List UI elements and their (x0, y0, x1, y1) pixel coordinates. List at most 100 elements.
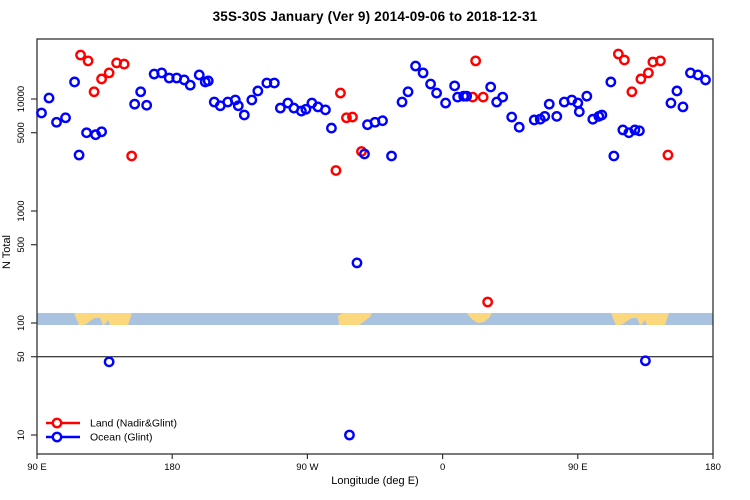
data-point-ocean (51, 116, 62, 128)
data-point-ocean (677, 101, 689, 113)
y-tick-label: 10000 (16, 86, 27, 112)
data-point-ocean (129, 98, 141, 110)
data-point-land (75, 49, 86, 61)
y-tick-label: 100 (16, 315, 27, 331)
map-band-land-patch (338, 313, 372, 325)
data-point-ocean (246, 94, 258, 106)
legend-label: Ocean (Glint) (90, 432, 152, 444)
data-point-land (643, 67, 654, 79)
data-point-ocean (300, 103, 312, 115)
y-tick-label: 500 (16, 237, 27, 253)
x-tick-label: 180 (164, 462, 180, 473)
data-point-ocean (461, 90, 473, 102)
data-point-ocean (232, 100, 244, 112)
y-tick-label: 50 (16, 351, 27, 362)
data-point-land (118, 58, 130, 70)
data-point-ocean (351, 257, 363, 269)
map-band-land-patch (467, 313, 492, 323)
y-tick-label: 5000 (16, 122, 27, 143)
data-point-ocean (156, 67, 168, 79)
data-point-ocean (513, 121, 525, 133)
data-point-ocean (449, 80, 461, 92)
x-axis-label: Longitude (deg E) (331, 475, 419, 487)
data-point-ocean (69, 76, 80, 88)
data-point-land (330, 165, 342, 176)
data-point-land (82, 55, 94, 67)
data-point-ocean (440, 97, 452, 109)
data-point-ocean (36, 107, 47, 119)
data-point-ocean (81, 127, 92, 139)
data-point-ocean (417, 67, 429, 79)
data-point-ocean (573, 106, 585, 118)
data-point-ocean (377, 115, 388, 127)
data-point-land (618, 54, 630, 66)
data-point-ocean (326, 122, 337, 134)
data-point-ocean (320, 104, 331, 116)
data-point-ocean (43, 92, 55, 104)
data-point-ocean (141, 99, 153, 111)
data-point-ocean (386, 150, 397, 162)
data-point-land (612, 48, 624, 60)
data-point-land (470, 55, 482, 67)
data-point-ocean (202, 75, 214, 87)
data-point-ocean (700, 74, 711, 86)
data-point-land (655, 55, 666, 67)
map-band-land-patch (74, 313, 132, 325)
data-point-ocean (596, 109, 608, 121)
data-point-land (347, 111, 358, 123)
data-point-ocean (543, 98, 555, 110)
legend-marker (51, 417, 63, 429)
x-tick-label: 0 (440, 462, 445, 473)
y-tick-label: 1000 (16, 200, 27, 221)
legend-label: Land (Nadir&Glint) (90, 418, 177, 430)
data-point-ocean (410, 60, 421, 72)
data-point-land (88, 86, 100, 98)
data-point-ocean (268, 77, 280, 89)
x-tick-label: 90 W (296, 462, 318, 473)
data-point-ocean (135, 86, 147, 98)
data-point-land (482, 296, 494, 308)
data-point-ocean (425, 78, 436, 90)
data-point-ocean (359, 148, 370, 160)
data-point-ocean (274, 102, 286, 114)
x-tick-label: 180 (705, 462, 721, 473)
chart-title: 35S-30S January (Ver 9) 2014-09-06 to 20… (212, 9, 538, 24)
data-point-ocean (96, 126, 107, 138)
data-point-land (126, 150, 138, 162)
plot-box (36, 38, 714, 455)
data-point-ocean (178, 74, 190, 86)
data-point-ocean (184, 79, 196, 91)
map-band-ocean (37, 313, 713, 325)
data-point-ocean (539, 110, 551, 122)
data-point-ocean (344, 429, 355, 441)
data-point-ocean (193, 69, 205, 81)
data-point-ocean (665, 97, 677, 109)
data-point-ocean (402, 86, 414, 98)
data-point-land (626, 86, 638, 98)
data-point-ocean (60, 112, 71, 124)
data-point-land (96, 73, 107, 85)
data-point-ocean (485, 81, 497, 93)
data-point-ocean (692, 69, 704, 81)
data-point-ocean (103, 356, 115, 368)
data-point-ocean (629, 124, 641, 136)
data-point-ocean (581, 90, 593, 102)
data-point-ocean (506, 111, 518, 123)
data-point-ocean (633, 125, 645, 137)
data-point-ocean (497, 91, 509, 103)
data-point-ocean (73, 149, 85, 161)
data-point-ocean (608, 150, 620, 162)
data-point-ocean (605, 76, 617, 88)
x-tick-label: 90 E (568, 462, 588, 473)
data-point-land (341, 112, 352, 124)
data-point-land (477, 91, 489, 103)
legend-marker (51, 431, 63, 443)
x-tick-label: 90 E (27, 462, 47, 473)
data-point-land (103, 67, 115, 79)
data-point-ocean (252, 85, 264, 97)
data-point-ocean (528, 114, 540, 126)
map-band-land-patch (611, 313, 669, 325)
data-point-ocean (671, 85, 683, 97)
